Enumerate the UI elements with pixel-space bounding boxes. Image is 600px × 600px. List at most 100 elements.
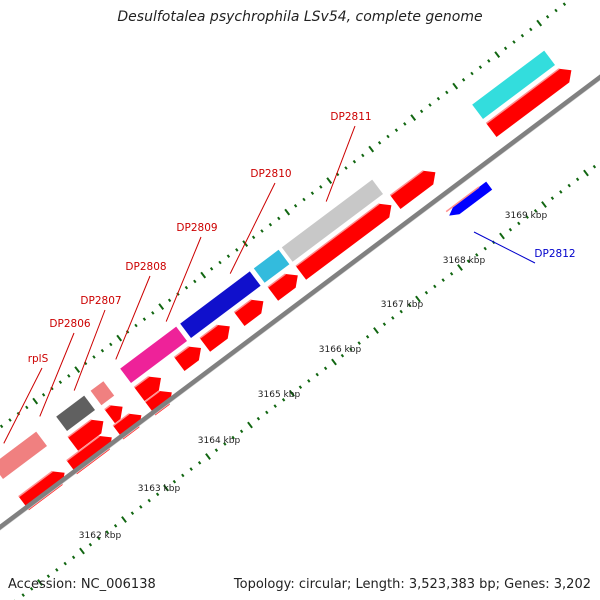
minor-tick bbox=[529, 27, 533, 32]
minor-tick bbox=[394, 128, 399, 132]
minor-tick bbox=[273, 404, 277, 408]
gene-leader-line bbox=[73, 309, 106, 391]
forward-gene-arrow-shade bbox=[66, 435, 100, 462]
backbone-highlight bbox=[0, 80, 600, 532]
reverse-gene-arrow bbox=[449, 181, 493, 216]
major-tick bbox=[368, 145, 375, 153]
minor-tick bbox=[277, 216, 281, 221]
minor-tick bbox=[139, 505, 143, 509]
inner-tick-ring bbox=[14, 164, 597, 600]
minor-tick bbox=[433, 284, 437, 289]
tick-label: 3168 kbp bbox=[443, 256, 486, 266]
major-tick bbox=[163, 484, 169, 492]
gene-label: DP2811 bbox=[330, 111, 371, 123]
minor-tick bbox=[503, 46, 508, 51]
gene-leader-line bbox=[325, 125, 356, 202]
minor-tick bbox=[92, 355, 96, 359]
gene-leader-line bbox=[165, 236, 202, 322]
minor-tick bbox=[260, 229, 264, 233]
minor-tick bbox=[218, 260, 222, 265]
minor-tick bbox=[449, 272, 454, 276]
minor-tick bbox=[113, 523, 118, 528]
major-tick bbox=[289, 390, 295, 397]
accession-label: Accession: NC_006138 bbox=[8, 577, 156, 592]
minor-tick bbox=[470, 71, 474, 76]
gene-label: DP2808 bbox=[125, 261, 166, 273]
forward-gene-arrow-shade bbox=[133, 376, 150, 388]
major-tick bbox=[32, 397, 39, 405]
major-tick bbox=[457, 264, 463, 271]
major-tick bbox=[536, 19, 543, 27]
tick-label: 3166 kbp bbox=[319, 345, 362, 355]
minor-tick bbox=[525, 215, 529, 219]
major-tick bbox=[74, 366, 81, 373]
minor-tick bbox=[445, 90, 449, 95]
minor-tick bbox=[487, 59, 491, 63]
minor-tick bbox=[554, 8, 558, 13]
cog-segment bbox=[56, 395, 95, 431]
gene-label: DP2809 bbox=[176, 222, 217, 234]
minor-tick bbox=[340, 353, 345, 358]
cog-segment bbox=[90, 381, 115, 406]
gene-label: DP2807 bbox=[80, 295, 121, 307]
major-tick bbox=[494, 51, 501, 58]
minor-tick bbox=[567, 183, 571, 188]
minor-tick bbox=[209, 267, 214, 271]
minor-tick bbox=[508, 227, 513, 232]
gene-leader-line bbox=[3, 367, 43, 444]
minor-tick bbox=[0, 424, 4, 429]
minor-tick bbox=[575, 177, 580, 182]
minor-tick bbox=[307, 379, 311, 383]
minor-tick bbox=[109, 342, 113, 347]
gene-leader-line bbox=[115, 275, 151, 360]
minor-tick bbox=[520, 33, 525, 38]
gene-leader-line bbox=[473, 231, 536, 264]
genome-summary-label: Topology: circular; Length: 3,523,383 bp… bbox=[233, 577, 591, 592]
forward-gene-arrow-shade bbox=[485, 68, 560, 125]
major-tick bbox=[284, 208, 291, 216]
minor-tick bbox=[419, 109, 424, 114]
minor-tick bbox=[436, 96, 441, 101]
forward-gene-arrow bbox=[67, 419, 104, 451]
minor-tick bbox=[197, 461, 202, 465]
minor-tick bbox=[478, 65, 483, 69]
minor-tick bbox=[46, 574, 51, 579]
minor-tick bbox=[226, 254, 231, 258]
forward-gene-arrow bbox=[18, 471, 65, 511]
minor-tick bbox=[349, 347, 353, 352]
minor-tick bbox=[517, 221, 521, 226]
minor-tick bbox=[545, 15, 550, 19]
minor-tick bbox=[88, 542, 93, 547]
minor-tick bbox=[391, 316, 395, 320]
forward-gene-arrow-shade bbox=[199, 324, 218, 339]
gene-leader-line bbox=[39, 332, 75, 417]
minor-tick bbox=[559, 190, 563, 194]
forward-gene-arrow bbox=[234, 299, 264, 326]
minor-tick bbox=[251, 235, 256, 240]
cog-segment bbox=[120, 326, 188, 383]
minor-tick bbox=[193, 279, 197, 284]
cog-segment bbox=[281, 179, 384, 262]
minor-tick bbox=[41, 393, 46, 397]
minor-tick bbox=[29, 586, 34, 591]
minor-tick bbox=[184, 285, 189, 290]
major-tick bbox=[116, 334, 123, 342]
backbone-track bbox=[0, 74, 600, 532]
forward-gene-arrow-shade bbox=[112, 413, 130, 427]
major-tick bbox=[200, 271, 207, 279]
minor-tick bbox=[151, 311, 155, 315]
forward-gene-arrow-shade bbox=[67, 419, 92, 438]
tick-label: 3169 kbp bbox=[505, 211, 548, 221]
forward-gene-arrow-shade bbox=[295, 203, 380, 267]
minor-tick bbox=[58, 380, 63, 384]
forward-strand-track bbox=[18, 68, 572, 511]
minor-tick bbox=[223, 442, 227, 446]
forward-gene-arrow bbox=[199, 325, 230, 352]
gene-label: DP2812 bbox=[534, 248, 575, 260]
minor-tick bbox=[344, 166, 348, 170]
minor-tick bbox=[302, 197, 306, 202]
gene-label-layer: rplS DP2806 DP2807 DP2808 DP2809 DP2810 DP2811… bbox=[3, 111, 576, 444]
forward-gene-arrow-shade bbox=[173, 346, 190, 358]
minor-tick bbox=[97, 536, 101, 541]
